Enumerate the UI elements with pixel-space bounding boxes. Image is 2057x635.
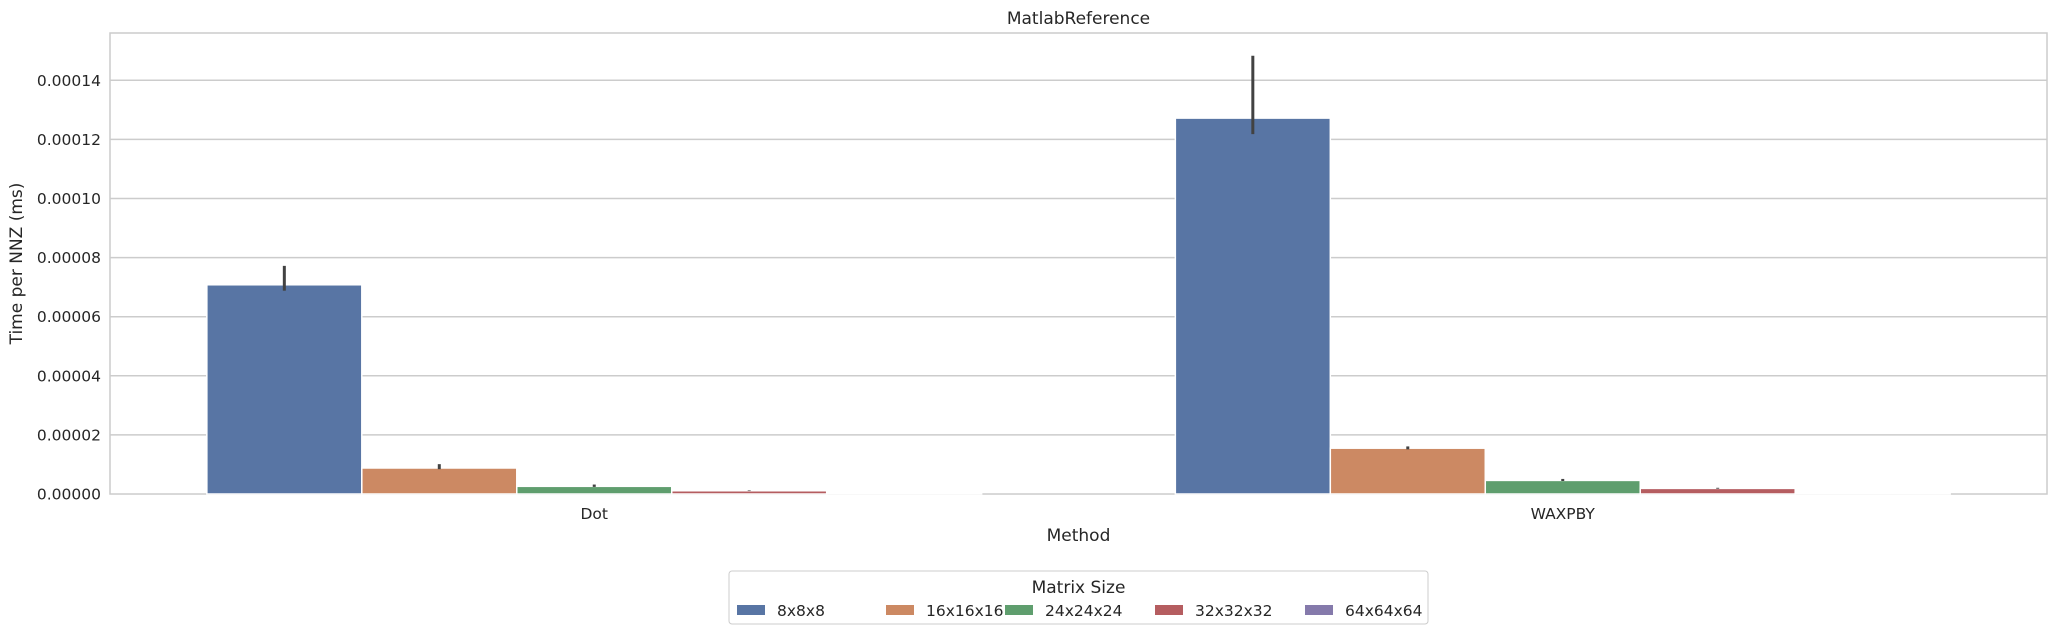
legend-label: 24x24x24 <box>1045 602 1123 620</box>
legend-label: 8x8x8 <box>777 602 825 620</box>
y-tick-labels: 0.00000 0.00002 0.00004 0.00006 0.00008 0.000… <box>37 72 101 504</box>
bar-24x24x24-Dot <box>516 485 673 495</box>
y-tick-label: 0.00012 <box>37 131 101 149</box>
x-tick-labels: Dot WAXPBY <box>581 505 1596 523</box>
bar-64x64x64-WAXPBY <box>1794 492 1951 495</box>
y-tick-label: 0.00006 <box>37 308 101 326</box>
bar-24x24x24-WAXPBY <box>1484 479 1641 495</box>
bars <box>206 117 1951 495</box>
y-tick-label: 0.00002 <box>37 426 101 444</box>
y-tick-label: 0.00010 <box>37 190 101 208</box>
bar-16x16x16-Dot <box>361 467 518 495</box>
legend-label: 32x32x32 <box>1195 602 1273 620</box>
legend-title: Matrix Size <box>1032 578 1126 598</box>
legend-items: 8x8x8 16x16x16 24x24x24 32x32x32 64x64x64 <box>737 602 1423 620</box>
y-tick-label: 0.00004 <box>37 367 101 385</box>
grid-lines <box>110 79 2047 436</box>
legend: Matrix Size 8x8x8 16x16x16 24x24x24 32x32x3… <box>728 570 1429 625</box>
bar-16x16x16-WAXPBY <box>1329 447 1487 495</box>
y-tick-label: 0.00000 <box>37 486 101 504</box>
bar-8x8x8-WAXPBY <box>1174 117 1332 495</box>
legend-label: 16x16x16 <box>926 602 1004 620</box>
y-tick-label: 0.00008 <box>37 249 101 267</box>
bar-32x32x32-WAXPBY <box>1639 487 1796 495</box>
y-tick-label: 0.00014 <box>37 72 101 90</box>
chart-title: MatlabReference <box>1007 9 1150 29</box>
x-tick-label: Dot <box>581 505 609 523</box>
x-axis-label: Method <box>1047 526 1111 546</box>
legend-swatch <box>737 605 765 615</box>
legend-swatch <box>886 605 914 615</box>
plot-area <box>109 32 2048 495</box>
bar-8x8x8-Dot <box>206 284 363 495</box>
y-axis-label: Time per NNZ (ms) <box>7 183 27 346</box>
error-bars <box>282 55 1720 492</box>
legend-swatch <box>1305 605 1333 615</box>
legend-label: 64x64x64 <box>1345 602 1423 620</box>
legend-swatch <box>1005 605 1033 615</box>
legend-swatch <box>1155 605 1183 615</box>
bar-32x32x32-Dot <box>670 489 828 495</box>
x-tick-label: WAXPBY <box>1531 505 1596 523</box>
